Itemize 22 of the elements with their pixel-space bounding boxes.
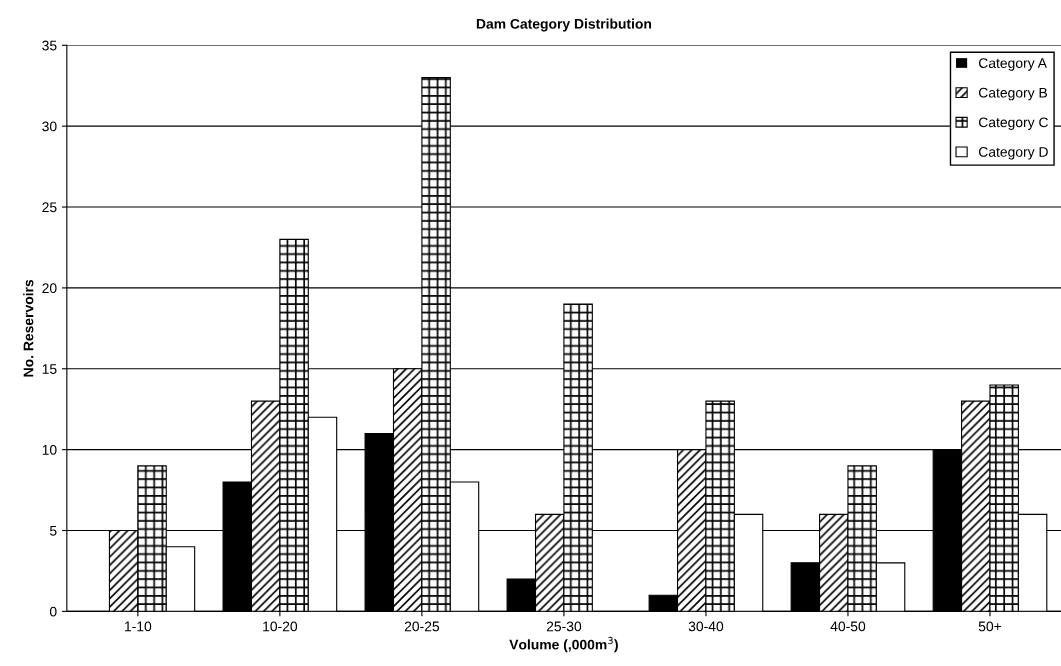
x-tick-label: 20-25	[404, 621, 440, 632]
y-tick-label: 0	[49, 606, 57, 617]
y-tick-label: 20	[42, 283, 57, 294]
x-axis-title: Volume (,000m$^{3}$)	[509, 636, 618, 653]
legend-label: Category A	[978, 58, 1047, 71]
y-tick-label: 30	[42, 121, 57, 132]
y-tick-label: 5	[49, 525, 57, 536]
y-tick-label: 10	[42, 444, 57, 455]
legend-label: Category B	[978, 87, 1047, 101]
x-tick-label: 1-10	[125, 621, 152, 632]
x-tick-label: 30-40	[688, 621, 724, 632]
x-tick-label: 50+	[978, 621, 1002, 632]
legend-label: Category D	[978, 147, 1048, 160]
legend-label: Category C	[978, 117, 1048, 130]
x-tick-label: 25-30	[546, 621, 582, 632]
x-tick-label: 40-50	[830, 621, 866, 632]
y-tick-label: 35	[42, 40, 57, 51]
chart-title: Dam Category Distribution	[476, 18, 652, 32]
y-tick-label: 15	[42, 364, 57, 374]
y-tick-label: 25	[42, 202, 57, 213]
x-tick-label: 10-20	[263, 621, 298, 632]
y-axis-title: No. Reservoirs	[23, 279, 34, 377]
